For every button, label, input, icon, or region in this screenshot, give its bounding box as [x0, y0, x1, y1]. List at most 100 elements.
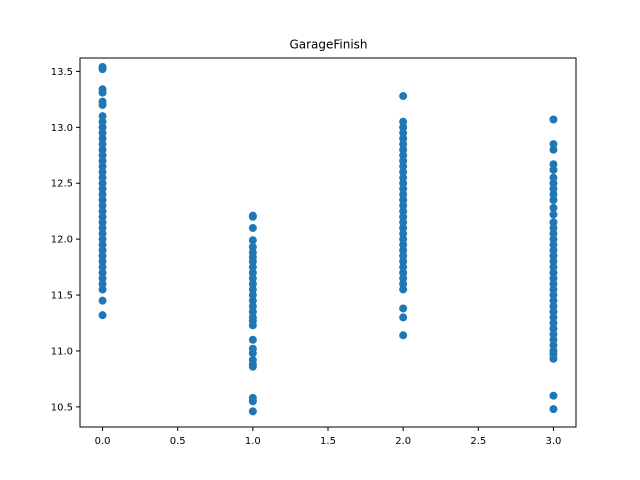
- data-point: [98, 251, 107, 260]
- data-point: [399, 156, 408, 165]
- data-point: [399, 251, 408, 260]
- data-point: [399, 201, 408, 210]
- y-tick-label: 12.5: [51, 179, 73, 190]
- data-point: [549, 235, 558, 244]
- data-point: [98, 145, 107, 154]
- data-point: [98, 162, 107, 171]
- data-point: [549, 223, 558, 232]
- data-point: [399, 140, 408, 149]
- data-point: [399, 162, 408, 171]
- x-axis: 0.0 0.5 1.0 1.5 2.0 2.5 3.0: [95, 427, 561, 447]
- data-point: [98, 285, 107, 294]
- data-point: [98, 140, 107, 149]
- data-point: [549, 184, 558, 193]
- data-point: [549, 165, 558, 174]
- data-point: [549, 391, 558, 400]
- data-point: [399, 196, 408, 205]
- x-tick-label: 1.0: [245, 436, 261, 447]
- chart-title: GarageFinish: [289, 38, 367, 52]
- data-point: [399, 246, 408, 255]
- data-point: [248, 285, 257, 294]
- data-point: [98, 257, 107, 266]
- data-point: [399, 279, 408, 288]
- data-point: [549, 203, 558, 212]
- data-point: [399, 257, 408, 266]
- data-point: [549, 173, 558, 182]
- data-point: [399, 151, 408, 160]
- y-tick-label: 10.5: [51, 402, 73, 413]
- data-point: [399, 263, 408, 272]
- data-point: [549, 302, 558, 311]
- data-points: [98, 62, 558, 416]
- data-point: [399, 168, 408, 177]
- y-tick-label: 11.0: [51, 346, 73, 357]
- data-point: [549, 160, 558, 169]
- data-point: [399, 190, 408, 199]
- data-point: [98, 263, 107, 272]
- data-point: [98, 279, 107, 288]
- data-point: [98, 207, 107, 216]
- data-point: [549, 229, 558, 238]
- data-point: [549, 405, 558, 414]
- data-point: [98, 240, 107, 249]
- x-tick-label: 2.5: [470, 436, 486, 447]
- data-point: [549, 319, 558, 328]
- data-point: [399, 285, 408, 294]
- data-point: [248, 291, 257, 300]
- data-point: [399, 240, 408, 249]
- data-point: [549, 279, 558, 288]
- y-tick-label: 13.5: [51, 67, 73, 78]
- data-point: [98, 235, 107, 244]
- data-point: [549, 210, 558, 219]
- data-point: [98, 128, 107, 137]
- data-point: [248, 236, 257, 245]
- data-point: [98, 117, 107, 126]
- data-point: [248, 321, 257, 330]
- data-point: [549, 263, 558, 272]
- data-point: [399, 145, 408, 154]
- data-point: [549, 115, 558, 124]
- data-point: [248, 296, 257, 305]
- data-point: [399, 92, 408, 101]
- data-point: [248, 212, 257, 221]
- data-point: [98, 173, 107, 182]
- data-point: [98, 179, 107, 188]
- x-tick-label: 0.0: [95, 436, 111, 447]
- data-point: [248, 335, 257, 344]
- data-point: [549, 291, 558, 300]
- data-point: [399, 207, 408, 216]
- data-point: [399, 128, 408, 137]
- data-point: [549, 218, 558, 227]
- data-point: [399, 223, 408, 232]
- x-tick-label: 1.5: [320, 436, 336, 447]
- data-point: [98, 190, 107, 199]
- data-point: [549, 324, 558, 333]
- data-point: [399, 123, 408, 132]
- data-point: [549, 251, 558, 260]
- data-point: [248, 362, 257, 371]
- data-point: [248, 274, 257, 283]
- data-point: [98, 223, 107, 232]
- data-point: [98, 246, 107, 255]
- data-point: [399, 212, 408, 221]
- data-point: [248, 302, 257, 311]
- data-point: [399, 268, 408, 277]
- data-point: [248, 257, 257, 266]
- data-point: [549, 313, 558, 322]
- data-point: [549, 179, 558, 188]
- data-point: [399, 134, 408, 143]
- data-point: [98, 112, 107, 121]
- data-point: [98, 184, 107, 193]
- data-point: [399, 173, 408, 182]
- data-point: [98, 229, 107, 238]
- x-tick-label: 0.5: [170, 436, 186, 447]
- data-point: [248, 242, 257, 251]
- data-point: [98, 196, 107, 205]
- data-point: [549, 307, 558, 316]
- data-point: [549, 274, 558, 283]
- data-point: [98, 156, 107, 165]
- data-point: [248, 279, 257, 288]
- x-tick-label: 2.0: [395, 436, 411, 447]
- data-point: [98, 123, 107, 132]
